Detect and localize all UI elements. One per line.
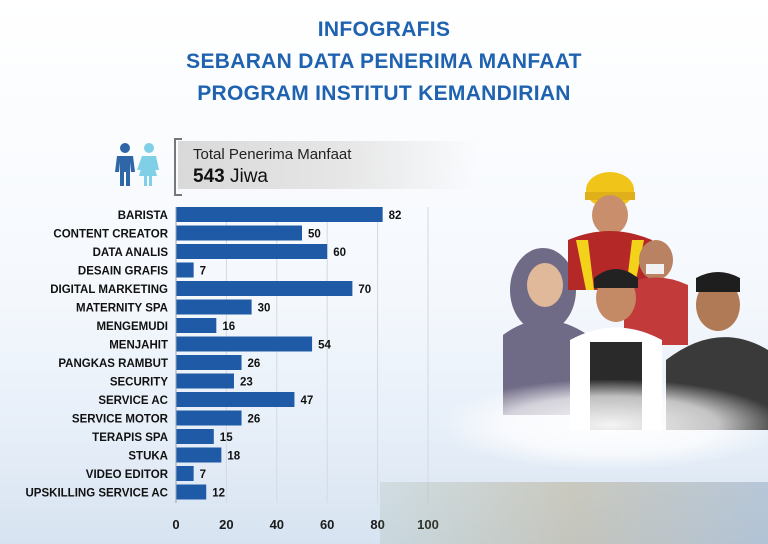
x-tick-label: 40 [270,517,284,532]
bar [176,299,252,315]
bar [176,392,295,407]
x-tick-label: 20 [219,517,233,532]
value-label: 16 [222,321,235,333]
category-label: STUKA [128,451,168,463]
category-label: SERVICE MOTOR [72,414,169,426]
bar [176,262,194,278]
value-label: 50 [308,229,321,241]
bar [176,484,207,500]
category-label: UPSKILLING SERVICE AC [26,488,169,500]
bar [176,466,194,481]
category-label: BARISTA [118,210,168,222]
value-label: 26 [248,414,261,426]
category-label: MATERNITY SPA [76,303,168,315]
people-icon [115,143,159,186]
bar [176,207,383,222]
bar [176,355,242,370]
x-tick-label: 0 [172,517,179,532]
background-crowd-photo [380,482,768,544]
value-label: 7 [200,266,206,278]
bar [176,373,234,389]
bar [176,447,222,463]
infographic-subtitle-line-2: PROGRAM INSTITUT KEMANDIRIAN [197,82,571,105]
cloud-overlay [440,380,768,470]
bar [176,244,328,259]
total-box [178,141,478,189]
bar [176,225,302,241]
category-label: SERVICE AC [98,395,168,407]
total-value: 543 Jiwa [193,166,268,188]
value-label: 54 [318,340,331,352]
value-label: 60 [333,247,346,259]
value-label: 30 [258,303,271,315]
total-unit: Jiwa [229,166,268,187]
value-label: 47 [300,395,313,407]
value-label: 7 [200,469,206,481]
infographic-title: INFOGRAFIS [317,18,451,41]
category-label: VIDEO EDITOR [86,469,169,481]
total-number: 543 [193,166,225,187]
infographic-subtitle-line-1: SEBARAN DATA PENERIMA MANFAAT [186,50,582,73]
x-tick-label: 80 [370,517,384,532]
category-label: DESAIN GRAFIS [78,266,168,278]
category-label: MENJAHIT [109,340,168,352]
category-label: MENGEMUDI [96,321,168,333]
value-label: 23 [240,377,253,389]
bar [176,318,217,333]
bar [176,429,214,444]
value-label: 18 [227,451,240,463]
category-label: DATA ANALIS [93,247,169,259]
value-label: 82 [389,210,402,222]
x-tick-label: 60 [320,517,334,532]
value-label: 70 [358,284,371,296]
category-label: PANGKAS RAMBUT [58,358,168,370]
value-label: 12 [212,488,225,500]
category-label: CONTENT CREATOR [53,229,168,241]
category-label: TERAPIS SPA [92,432,168,444]
category-label: SECURITY [110,377,168,389]
value-label: 26 [248,358,261,370]
category-label: DIGITAL MARKETING [50,284,168,296]
bar [176,336,313,352]
bar [176,281,353,296]
value-label: 15 [220,432,233,444]
total-bracket [174,138,182,196]
total-label: Total Penerima Manfaat [193,146,352,163]
bar [176,410,242,426]
x-tick-label: 100 [417,517,439,532]
